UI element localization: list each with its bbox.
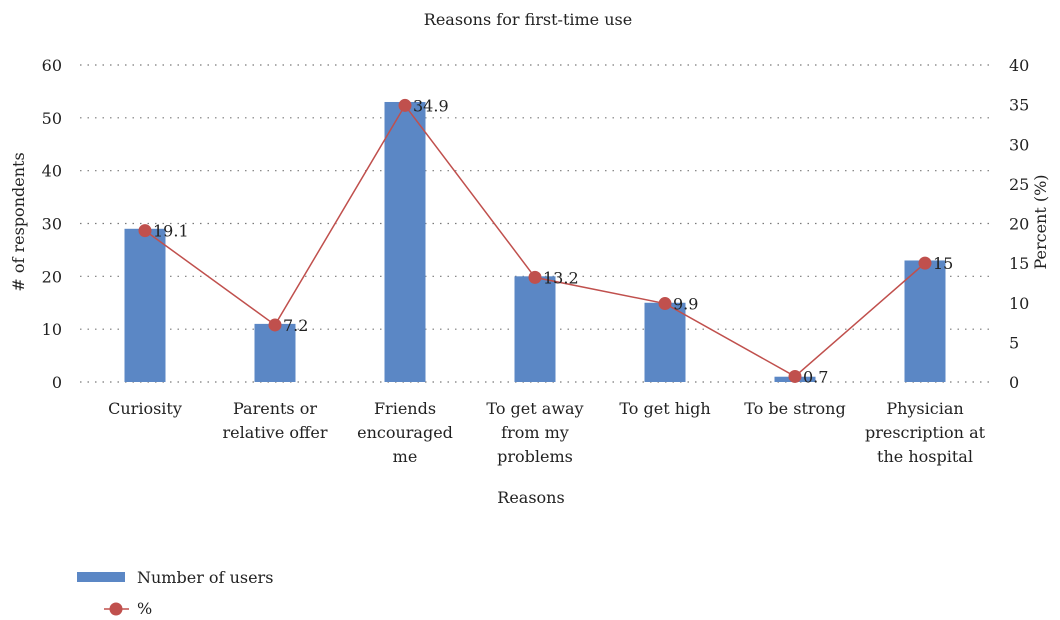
y2-axis-title: Percent (%) <box>1031 174 1050 269</box>
line-point <box>918 256 932 270</box>
x-axis-title: Reasons <box>497 488 564 507</box>
x-tick-label-line: prescription at <box>865 423 986 442</box>
y2-tick-label: 30 <box>1009 135 1029 154</box>
y-tick-label: 60 <box>42 56 62 75</box>
y-tick-label: 40 <box>42 162 62 181</box>
legend-marker-line <box>109 602 123 616</box>
data-label: 7.2 <box>283 316 308 335</box>
x-tick-label-line: me <box>393 447 418 466</box>
x-axis-categories: Curiosity Parents or relative offer Friends… <box>108 399 985 466</box>
x-tick-label: Physician prescription at the hospital <box>865 399 986 466</box>
data-label: 13.2 <box>543 268 579 287</box>
bar <box>514 276 556 382</box>
x-tick-label-line: Curiosity <box>108 399 182 418</box>
x-tick-label-line: Friends <box>374 399 436 418</box>
gridlines <box>80 64 990 383</box>
y2-tick-label: 10 <box>1009 294 1029 313</box>
x-tick-label-line: Physician <box>886 399 963 418</box>
legend: Number of users % <box>77 568 273 618</box>
bar <box>254 323 296 382</box>
x-tick-label: To get high <box>619 399 710 418</box>
y2-tick-label: 5 <box>1009 333 1019 352</box>
y2-tick-label: 25 <box>1009 175 1029 194</box>
data-label: 15 <box>933 254 953 273</box>
legend-label-line: % <box>137 599 152 618</box>
x-tick-label: To get away from my problems <box>486 399 583 466</box>
x-tick-label-line: To be strong <box>744 399 845 418</box>
y-tick-label: 30 <box>42 215 62 234</box>
data-label: 0.7 <box>803 367 828 386</box>
x-tick-label: To be strong <box>744 399 845 418</box>
x-tick-label-line: the hospital <box>877 447 973 466</box>
line-series: 19.1 7.2 34.9 13.2 9.9 0.7 15 <box>138 96 953 386</box>
chart-title: Reasons for first-time use <box>424 10 632 29</box>
x-tick-label: Parents or relative offer <box>222 399 327 442</box>
y-axis-right: 0 5 10 15 20 25 30 35 40 <box>1009 56 1029 392</box>
line-point <box>268 318 282 332</box>
line-point <box>398 98 412 112</box>
legend-label-bar: Number of users <box>137 568 273 587</box>
x-tick-label-line: relative offer <box>222 423 327 442</box>
x-tick-label-line: from my <box>501 423 569 442</box>
x-tick-label-line: To get away <box>486 399 583 418</box>
y-axis-title: # of respondents <box>9 152 28 291</box>
data-label: 34.9 <box>413 96 449 115</box>
line-point <box>788 369 802 383</box>
x-tick-label-line: encouraged <box>357 423 453 442</box>
y-axis-left: 0 10 20 30 40 50 60 <box>42 56 62 392</box>
legend-swatch-bar <box>77 572 125 582</box>
x-tick-label-line: problems <box>497 447 573 466</box>
line-point <box>138 224 152 238</box>
bar <box>644 302 686 382</box>
y-tick-label: 20 <box>42 267 62 286</box>
y-tick-label: 0 <box>52 373 62 392</box>
x-tick-label: Curiosity <box>108 399 182 418</box>
bar <box>384 101 426 382</box>
data-label: 19.1 <box>153 222 189 241</box>
y2-tick-label: 40 <box>1009 56 1029 75</box>
bar <box>904 260 946 382</box>
line-point <box>528 270 542 284</box>
y2-tick-label: 20 <box>1009 215 1029 234</box>
line-point <box>658 297 672 311</box>
y-tick-label: 50 <box>42 109 62 128</box>
y-tick-label: 10 <box>42 320 62 339</box>
y2-tick-label: 0 <box>1009 373 1019 392</box>
x-tick-label-line: Parents or <box>233 399 317 418</box>
x-tick-label: Friends encouraged me <box>357 399 453 466</box>
data-label: 9.9 <box>673 295 698 314</box>
y2-tick-label: 35 <box>1009 96 1029 115</box>
bar-series <box>124 101 946 382</box>
y2-tick-label: 15 <box>1009 254 1029 273</box>
bar <box>124 228 166 382</box>
x-tick-label-line: To get high <box>619 399 710 418</box>
